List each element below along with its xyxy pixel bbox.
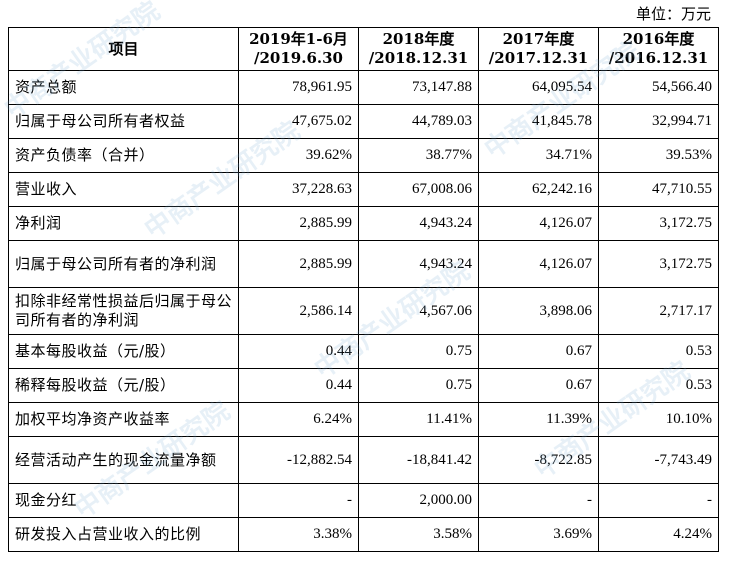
row-label: 经营活动产生的现金流量净额 [8,436,239,484]
cell-value: 0.53 [598,368,719,403]
cell-value: -18,841.42 [358,436,479,484]
table-row: 加权平均净资产收益率 6.24% 11.41% 11.39% 10.10% [8,402,719,437]
cell-value: 3.38% [238,517,359,552]
cell-value: -12,882.54 [238,436,359,484]
cell-value: 41,845.78 [478,104,599,139]
cell-value: -7,743.49 [598,436,719,484]
header-period-2018-line1: 2018年度 [382,30,455,48]
cell-value: 3,172.75 [598,206,719,241]
cell-value: 2,885.99 [238,206,359,241]
table-row: 归属于母公司所有者权益 47,675.02 44,789.03 41,845.7… [8,104,719,139]
cell-value: 67,008.06 [358,172,479,207]
unit-label: 单位：万元 [635,5,711,23]
header-period-2018: 2018年度 /2018.12.31 [358,27,479,71]
cell-value: 78,961.95 [238,70,359,105]
cell-value: 37,228.63 [238,172,359,207]
table-header-row: 项目 2019年1-6月 /2019.6.30 2018年度 /2018.12.… [8,27,719,71]
row-label: 加权平均净资产收益率 [8,402,239,437]
row-label: 归属于母公司所有者的净利润 [8,240,239,288]
cell-value: 4,126.07 [478,240,599,288]
cell-value: 0.75 [358,368,479,403]
header-period-2016-line2: /2016.12.31 [608,49,709,67]
cell-value: 62,242.16 [478,172,599,207]
header-period-2016-line1: 2016年度 [622,30,695,48]
header-period-2017-line1: 2017年度 [502,30,575,48]
cell-value: 4,943.24 [358,240,479,288]
row-label: 现金分红 [8,483,239,518]
cell-value: 3.69% [478,517,599,552]
cell-value: 10.10% [598,402,719,437]
header-period-2016: 2016年度 /2016.12.31 [598,27,719,71]
cell-value: -8,722.85 [478,436,599,484]
row-label: 稀释每股收益（元/股） [8,368,239,403]
cell-value: 73,147.88 [358,70,479,105]
cell-value: 38.77% [358,138,479,173]
cell-value: - [478,483,599,518]
cell-value: 6.24% [238,402,359,437]
cell-value: 0.75 [358,334,479,369]
cell-value: 0.44 [238,334,359,369]
cell-value: 39.62% [238,138,359,173]
cell-value: 3,172.75 [598,240,719,288]
row-label: 归属于母公司所有者权益 [8,104,239,139]
cell-value: 64,095.54 [478,70,599,105]
table-row: 经营活动产生的现金流量净额 -12,882.54 -18,841.42 -8,7… [8,436,719,484]
header-period-2019h1: 2019年1-6月 /2019.6.30 [238,27,359,71]
row-label: 资产总额 [8,70,239,105]
table-row: 稀释每股收益（元/股） 0.44 0.75 0.67 0.53 [8,368,719,403]
cell-value: 0.53 [598,334,719,369]
header-period-2017-line2: /2017.12.31 [488,49,589,67]
table-row: 营业收入 37,228.63 67,008.06 62,242.16 47,71… [8,172,719,207]
cell-value: 2,717.17 [598,287,719,335]
cell-value: 0.67 [478,334,599,369]
cell-value: 4,567.06 [358,287,479,335]
row-label: 研发投入占营业收入的比例 [8,517,239,552]
cell-value: 2,885.99 [238,240,359,288]
cell-value: 2,000.00 [358,483,479,518]
cell-value: 39.53% [598,138,719,173]
row-label: 扣除非经常性损益后归属于母公司所有者的净利润 [8,287,239,335]
financial-summary-table: 项目 2019年1-6月 /2019.6.30 2018年度 /2018.12.… [8,27,719,552]
cell-value: 32,994.71 [598,104,719,139]
row-label: 营业收入 [8,172,239,207]
row-label: 资产负债率（合并） [8,138,239,173]
row-label: 基本每股收益（元/股） [8,334,239,369]
table-row: 净利润 2,885.99 4,943.24 4,126.07 3,172.75 [8,206,719,241]
cell-value: 11.39% [478,402,599,437]
header-period-2019h1-line1: 2019年1-6月 [249,30,348,48]
table-row: 归属于母公司所有者的净利润 2,885.99 4,943.24 4,126.07… [8,240,719,288]
table-row: 基本每股收益（元/股） 0.44 0.75 0.67 0.53 [8,334,719,369]
cell-value: 11.41% [358,402,479,437]
cell-value: 4.24% [598,517,719,552]
cell-value: - [238,483,359,518]
table-row: 扣除非经常性损益后归属于母公司所有者的净利润 2,586.14 4,567.06… [8,287,719,335]
cell-value: 34.71% [478,138,599,173]
row-label: 净利润 [8,206,239,241]
table-row: 现金分红 - 2,000.00 - - [8,483,719,518]
cell-value: 54,566.40 [598,70,719,105]
cell-value: 4,126.07 [478,206,599,241]
cell-value: 0.67 [478,368,599,403]
cell-value: 4,943.24 [358,206,479,241]
header-period-2018-line2: /2018.12.31 [368,49,469,67]
cell-value: 3.58% [358,517,479,552]
cell-value: - [598,483,719,518]
header-item: 项目 [8,27,239,71]
cell-value: 3,898.06 [478,287,599,335]
cell-value: 2,586.14 [238,287,359,335]
cell-value: 47,675.02 [238,104,359,139]
cell-value: 44,789.03 [358,104,479,139]
table-row: 资产负债率（合并） 39.62% 38.77% 34.71% 39.53% [8,138,719,173]
table-row: 研发投入占营业收入的比例 3.38% 3.58% 3.69% 4.24% [8,517,719,552]
header-period-2017: 2017年度 /2017.12.31 [478,27,599,71]
header-period-2019h1-line2: /2019.6.30 [254,49,343,67]
cell-value: 47,710.55 [598,172,719,207]
cell-value: 0.44 [238,368,359,403]
table-row: 资产总额 78,961.95 73,147.88 64,095.54 54,56… [8,70,719,105]
